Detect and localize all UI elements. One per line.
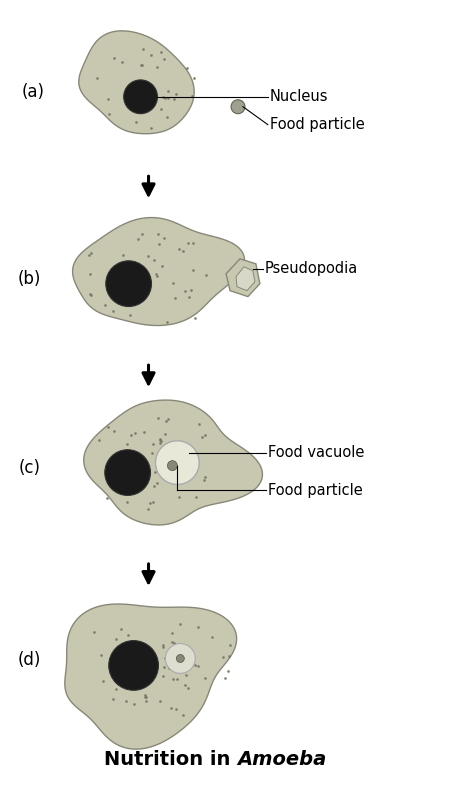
Text: (d): (d) bbox=[18, 651, 41, 670]
Text: Pseudopodia: Pseudopodia bbox=[265, 261, 358, 276]
Circle shape bbox=[109, 641, 158, 690]
Circle shape bbox=[105, 449, 151, 496]
Text: Nucleus: Nucleus bbox=[270, 89, 328, 104]
Text: Food vacuole: Food vacuole bbox=[268, 445, 364, 461]
Polygon shape bbox=[79, 31, 194, 134]
Polygon shape bbox=[65, 604, 237, 749]
Circle shape bbox=[106, 261, 152, 307]
Polygon shape bbox=[226, 259, 260, 296]
Text: (a): (a) bbox=[22, 83, 45, 101]
Text: Food particle: Food particle bbox=[268, 483, 363, 498]
Circle shape bbox=[167, 461, 177, 470]
Text: Food particle: Food particle bbox=[270, 117, 365, 132]
Text: Amoeba: Amoeba bbox=[237, 751, 326, 770]
Circle shape bbox=[155, 441, 199, 485]
Polygon shape bbox=[236, 267, 255, 291]
Circle shape bbox=[165, 643, 195, 674]
Text: (c): (c) bbox=[18, 459, 40, 477]
Circle shape bbox=[124, 80, 157, 114]
Polygon shape bbox=[73, 218, 245, 325]
Polygon shape bbox=[84, 400, 263, 525]
Text: (b): (b) bbox=[18, 270, 41, 288]
Circle shape bbox=[231, 100, 245, 114]
Text: Nutrition in: Nutrition in bbox=[104, 751, 237, 770]
Circle shape bbox=[176, 654, 184, 662]
